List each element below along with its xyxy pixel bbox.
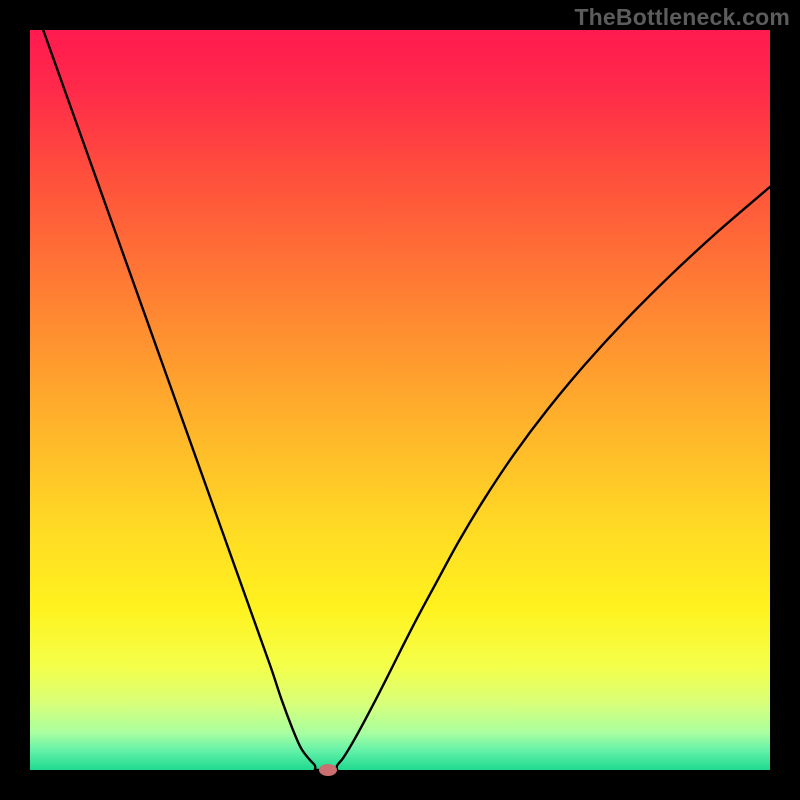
bottleneck-curve (30, 30, 770, 770)
chart-frame: TheBottleneck.com (0, 0, 800, 800)
watermark-text: TheBottleneck.com (574, 4, 790, 31)
optimum-marker (319, 764, 337, 776)
plot-area (30, 30, 770, 770)
